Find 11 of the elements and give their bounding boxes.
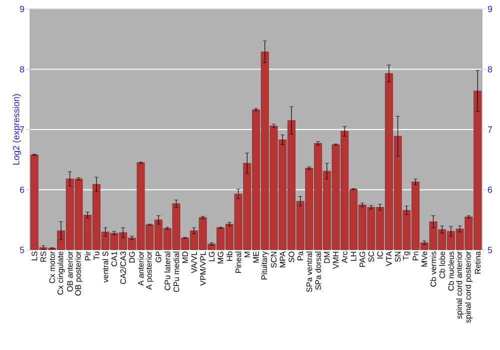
y-axis-title: Log2 (expression): [12, 94, 22, 165]
y2-tick-label: 7: [488, 126, 492, 133]
y2-tick-label: 5: [488, 246, 492, 254]
y2-tick-label: 6: [488, 186, 492, 193]
y-tick-label: 7: [20, 126, 24, 133]
y-tick-label: 5: [20, 246, 24, 254]
y2-tick-label: 9: [488, 6, 492, 12]
y2-tick-label: 8: [488, 66, 492, 72]
y-tick-label: 9: [20, 6, 24, 12]
y-tick-label: 6: [20, 186, 24, 193]
y-tick-label: 8: [20, 66, 24, 72]
